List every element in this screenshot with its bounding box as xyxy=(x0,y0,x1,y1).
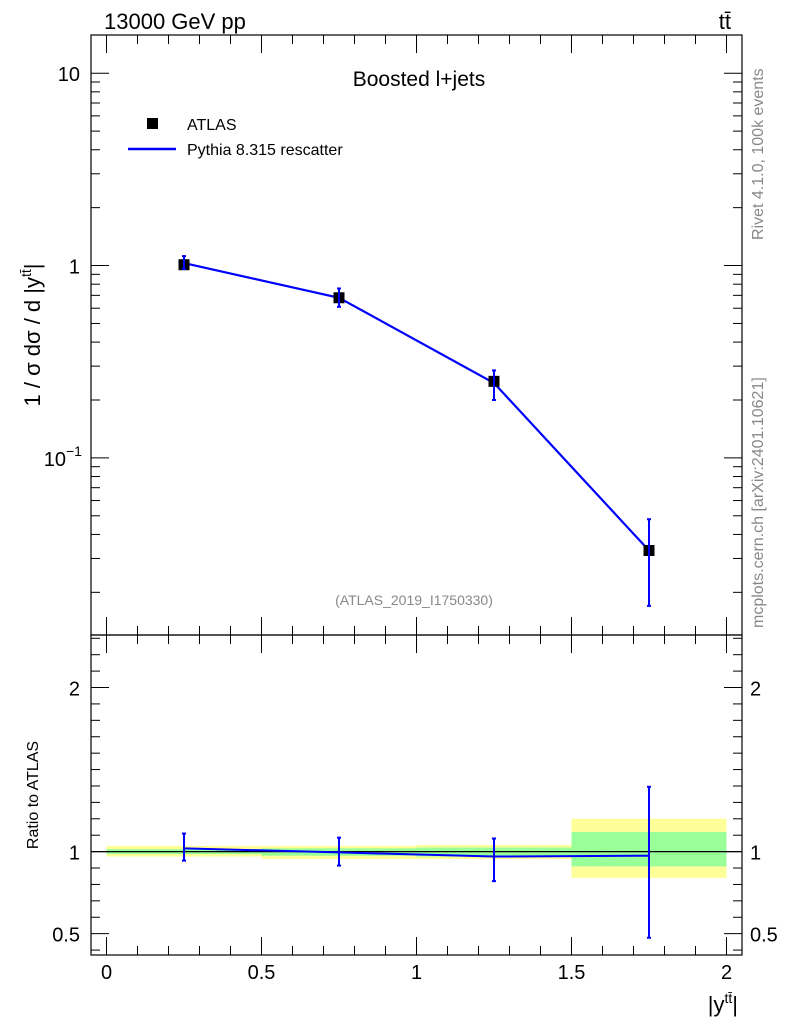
xtick-label: 1 xyxy=(411,962,422,984)
ratio-pythia-line xyxy=(183,847,650,858)
xtick-label: 0 xyxy=(101,962,112,984)
process-label: tt̄ xyxy=(719,9,731,34)
rivet-version-label: Rivet 4.1.0, 100k events xyxy=(750,68,767,240)
ratio-ytick-label-right: 0.5 xyxy=(750,925,778,947)
ratio-panel: 0.5 0.5 1 1 2 2 0 0.5 1 1.5 2 Ratio to ATLAS |ytt̄… xyxy=(25,634,778,1017)
legend-pythia-label: Pythia 8.315 rescatter xyxy=(187,142,343,159)
main-ytick-exponent: −1 xyxy=(66,443,82,459)
ratio-frame xyxy=(90,634,743,956)
legend: ATLAS Pythia 8.315 rescatter xyxy=(128,117,343,159)
main-ytick-label: 1 xyxy=(69,257,80,279)
energy-label: 13000 GeV pp xyxy=(104,9,246,34)
ratio-ytick-label-left: 0.5 xyxy=(52,925,80,947)
ratio-ytick-label-right: 1 xyxy=(750,843,761,865)
svg-text:1 / σ dσ / d |ytt̄|: 1 / σ dσ / d |ytt̄| xyxy=(18,264,45,407)
x-axis-label: |ytt̄| xyxy=(708,990,738,1017)
watermark-label: (ATLAS_2019_I1750330) xyxy=(335,592,493,608)
main-ylabel: 1 / σ dσ / d |ytt̄| xyxy=(18,264,45,407)
legend-atlas-label: ATLAS xyxy=(187,117,237,134)
ratio-ytick-label-left: 1 xyxy=(69,843,80,865)
main-ytick-label: 10 xyxy=(58,64,80,86)
mcplots-source-label: mcplots.cern.ch [arXiv:2401.10621] xyxy=(750,377,767,628)
chart-title: Boosted l+jets xyxy=(353,68,486,91)
ratio-ytick-label-right: 2 xyxy=(750,679,761,701)
main-ytick-label: 10 xyxy=(44,449,66,471)
legend-atlas-marker xyxy=(147,118,158,129)
xtick-label: 2 xyxy=(721,962,732,984)
xtick-label: 0.5 xyxy=(248,962,276,984)
xtick-label: 1.5 xyxy=(558,962,586,984)
svg-text:|ytt̄|: |ytt̄| xyxy=(708,990,738,1017)
ratio-ylabel: Ratio to ATLAS xyxy=(25,741,42,849)
pythia-line xyxy=(183,262,650,552)
ratio-ytick-label-left: 2 xyxy=(69,679,80,701)
